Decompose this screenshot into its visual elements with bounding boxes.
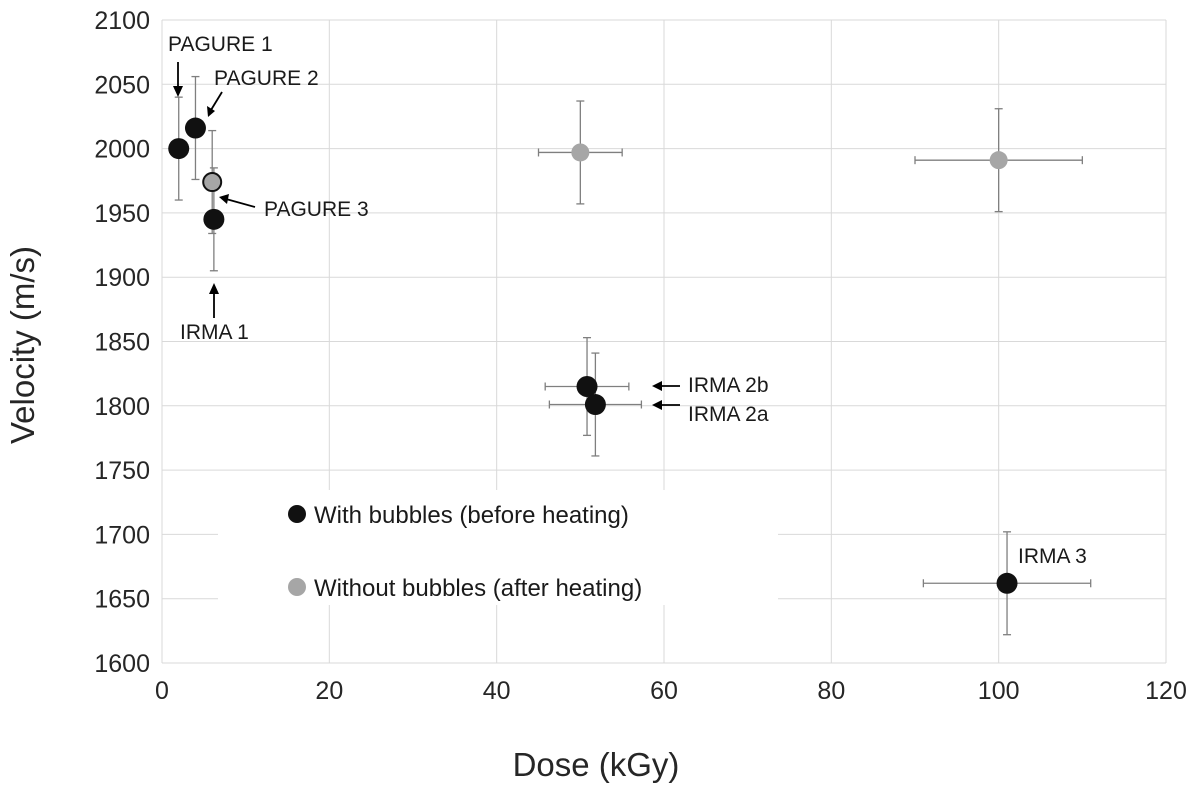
y-tick-label: 1850 bbox=[94, 329, 150, 357]
annotation-label: IRMA 2b bbox=[688, 374, 769, 397]
legend-marker-without-bubbles bbox=[288, 578, 306, 596]
x-tick-label: 60 bbox=[650, 677, 678, 705]
annotation-pagure-2: PAGURE 2 bbox=[207, 67, 319, 117]
annotation-label: PAGURE 1 bbox=[168, 33, 273, 56]
annotation-label: PAGURE 2 bbox=[214, 67, 319, 90]
data-point-without-bubbles bbox=[571, 143, 590, 162]
x-axis-title: Dose (kGy) bbox=[513, 746, 680, 783]
data-points bbox=[168, 117, 1018, 594]
legend-background bbox=[218, 490, 778, 605]
data-point-without-bubbles bbox=[989, 151, 1008, 170]
annotation-label: IRMA 2a bbox=[688, 403, 769, 426]
annotation-arrow bbox=[210, 91, 223, 111]
y-tick-label: 2100 bbox=[94, 7, 150, 35]
arrow-head bbox=[652, 381, 662, 391]
arrow-head bbox=[207, 106, 215, 117]
data-point-with-bubbles bbox=[203, 208, 225, 230]
annotation-label: IRMA 1 bbox=[180, 321, 249, 344]
y-tick-label: 1650 bbox=[94, 586, 150, 614]
annotation-pagure-3: PAGURE 3 bbox=[219, 194, 369, 221]
data-point-without-bubbles bbox=[202, 172, 223, 193]
data-point-with-bubbles bbox=[184, 117, 206, 139]
x-tick-label: 20 bbox=[315, 677, 343, 705]
data-point-with-bubbles bbox=[576, 376, 598, 398]
legend: With bubbles (before heating) Without bu… bbox=[218, 490, 778, 605]
y-tick-label: 1800 bbox=[94, 393, 150, 421]
y-tick-label: 2000 bbox=[94, 136, 150, 164]
y-tick-label: 1700 bbox=[94, 521, 150, 549]
tick-labels: 1600 1650 1700 1750 1800 1850 1900 1950 2000 2050… bbox=[94, 7, 1186, 705]
data-point-with-bubbles bbox=[168, 138, 190, 160]
arrow-head bbox=[209, 283, 219, 294]
annotation-irma-1: IRMA 1 bbox=[180, 283, 249, 344]
annotation-label: IRMA 3 bbox=[1018, 545, 1087, 568]
annotation-arrow bbox=[225, 198, 256, 208]
y-axis-title: Velocity (m/s) bbox=[4, 246, 41, 444]
arrow-head bbox=[219, 194, 229, 204]
x-tick-label: 40 bbox=[483, 677, 511, 705]
data-point-with-bubbles bbox=[584, 394, 606, 416]
annotation-irma-3: IRMA 3 bbox=[1018, 545, 1087, 568]
x-tick-label: 100 bbox=[978, 677, 1020, 705]
y-tick-label: 1950 bbox=[94, 200, 150, 228]
y-tick-label: 1750 bbox=[94, 457, 150, 485]
x-tick-label: 80 bbox=[817, 677, 845, 705]
annotation-irma-2a: IRMA 2a bbox=[652, 400, 769, 426]
legend-marker-with-bubbles bbox=[288, 505, 306, 523]
legend-label-with-bubbles: With bubbles (before heating) bbox=[314, 502, 629, 529]
annotation-irma-2b: IRMA 2b bbox=[652, 374, 769, 397]
arrow-head bbox=[652, 400, 662, 410]
annotation-label: PAGURE 3 bbox=[264, 198, 369, 221]
legend-label-without-bubbles: Without bubbles (after heating) bbox=[314, 575, 642, 602]
x-tick-label: 120 bbox=[1145, 677, 1187, 705]
arrow-head bbox=[173, 86, 183, 97]
annotation-pagure-1: PAGURE 1 bbox=[168, 33, 273, 97]
y-tick-label: 1900 bbox=[94, 264, 150, 292]
data-point-with-bubbles bbox=[996, 572, 1018, 594]
x-tick-label: 0 bbox=[155, 677, 169, 705]
y-tick-label: 1600 bbox=[94, 650, 150, 678]
y-tick-label: 2050 bbox=[94, 71, 150, 99]
